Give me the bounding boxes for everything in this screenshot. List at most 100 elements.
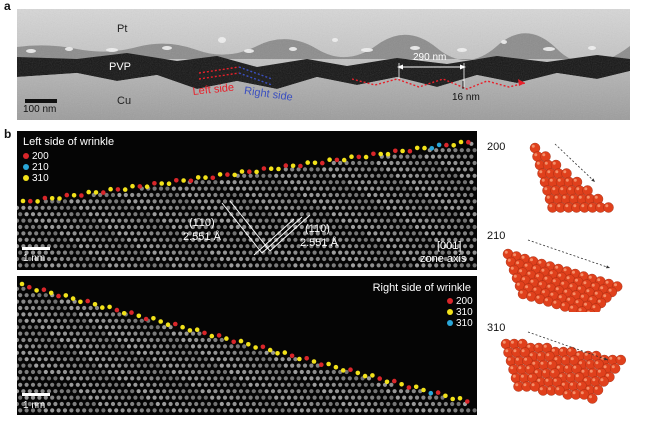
zone-axis-index: [001]: [437, 240, 462, 252]
model-label: 310: [487, 322, 506, 334]
sem-cross-section-image: Pt PVP Cu 100 nm Left side Right side 29…: [17, 9, 630, 120]
facet-atom-marker: [413, 384, 419, 390]
facet-atom-marker: [100, 305, 105, 310]
plane-1-index: (1̄10): [189, 217, 215, 229]
facet-atom-marker: [385, 151, 391, 157]
facet-atom-marker: [370, 373, 375, 378]
facet-atom-marker: [276, 166, 281, 172]
plane-line: [261, 216, 303, 254]
plane-line: [229, 200, 271, 252]
facet-atom-marker: [27, 284, 32, 290]
facet-atom-marker: [393, 148, 398, 154]
facet-atom-marker: [64, 192, 70, 198]
facet-atom-marker: [159, 181, 164, 186]
model-label: 210: [487, 230, 506, 242]
facet-atom-marker: [319, 362, 324, 367]
facet-atom-marker: [421, 387, 426, 393]
facet-atom-marker: [85, 298, 90, 304]
facet-atom-marker: [414, 145, 420, 151]
legend-item: 200: [23, 151, 49, 162]
facet-atom-marker: [136, 313, 142, 319]
facet-atom-marker: [297, 356, 302, 362]
panel-b-letter: b: [4, 127, 12, 141]
plane-2-spacing: 2.551 Å: [300, 237, 338, 249]
facet-atom-marker: [174, 178, 179, 183]
facet-atom-marker: [194, 327, 200, 332]
facet-atom-marker: [28, 198, 33, 204]
facet-atom-marker: [298, 163, 303, 169]
facet-atom-marker: [130, 183, 135, 189]
facet-atom-marker: [384, 379, 390, 385]
plane-line: [269, 214, 311, 252]
atom-sphere: [615, 354, 627, 366]
facet-atom-marker: [247, 169, 252, 174]
model-210-image: [498, 232, 633, 312]
legend-dot: [23, 153, 29, 159]
facet-atom-marker: [129, 310, 134, 315]
atom-sphere: [609, 363, 621, 374]
scale-bar: [22, 247, 50, 250]
facet-atom-marker: [137, 184, 143, 189]
facet-atom-marker: [362, 373, 368, 379]
atomic-lattice: [17, 286, 477, 413]
facet-legend-bottom: 200 310 310: [447, 296, 473, 329]
atom-sphere: [603, 202, 614, 213]
legend-label: 210: [32, 162, 49, 173]
facet-atom-marker: [254, 169, 259, 175]
facet-atom-marker: [436, 142, 442, 148]
right-side-title: Right side of wrinkle: [372, 282, 471, 294]
facet-atom-marker: [406, 385, 412, 390]
facet-atom-marker: [238, 338, 244, 344]
facet-atom-marker: [283, 163, 289, 168]
facet-atom-marker: [115, 187, 121, 192]
facet-atom-marker: [202, 330, 207, 336]
facet-atom-marker: [78, 299, 83, 305]
facet-atom-marker: [107, 304, 112, 310]
legend-label: 310: [456, 307, 473, 318]
facet-atom-marker: [180, 324, 185, 330]
facet-atom-marker: [465, 399, 470, 404]
atom-sphere: [587, 393, 598, 404]
legend-label: 200: [32, 151, 49, 162]
facet-atom-marker: [232, 172, 237, 178]
facet-atom-marker: [333, 364, 339, 370]
facet-atom-marker: [20, 198, 26, 204]
zone-axis-label: zone axis: [420, 253, 467, 265]
facet-atom-marker: [392, 378, 397, 384]
facet-atom-marker: [108, 186, 113, 192]
facet-atom-marker: [79, 193, 84, 198]
plane-line: [221, 202, 263, 254]
facet-atom-marker: [19, 281, 25, 287]
facet-atom-marker: [348, 367, 353, 372]
facet-atom-marker: [429, 146, 435, 151]
facet-atom-marker: [253, 345, 258, 350]
period-label: 290 nm: [413, 52, 447, 63]
scale-bar-label: 1 nm: [23, 400, 46, 411]
legend-dot: [447, 309, 453, 315]
facet-atom-marker: [378, 151, 384, 157]
hrtem-right-side-image: Right side of wrinkle 200 310 310 1 nm: [17, 276, 477, 415]
legend-label: 310: [456, 318, 473, 329]
facet-atom-marker: [114, 307, 120, 313]
facet-atom-marker: [422, 145, 427, 151]
facet-atom-marker: [86, 189, 91, 195]
facet-atom-marker: [282, 350, 288, 355]
facet-atom-marker: [217, 172, 223, 177]
scale-bar-label: 1 nm: [23, 253, 46, 264]
facet-atom-marker: [122, 187, 128, 192]
pvp-layer-label: PVP: [109, 61, 132, 73]
facet-atom-marker: [450, 396, 456, 402]
facet-markers: [20, 139, 471, 204]
facet-atom-marker: [151, 316, 156, 321]
facet-atom-marker: [225, 172, 230, 177]
legend-label: 310: [32, 173, 49, 184]
facet-atom-marker: [407, 148, 413, 154]
facet-atom-marker: [165, 322, 171, 327]
legend-item: 210: [23, 162, 49, 173]
facet-atom-marker: [334, 157, 340, 163]
facet-legend-top: 200 210 310: [23, 151, 49, 184]
facet-atom-marker: [93, 190, 99, 195]
legend-item: 200: [447, 296, 473, 307]
facet-atom-marker: [41, 287, 47, 292]
facet-atom-marker: [428, 390, 434, 396]
